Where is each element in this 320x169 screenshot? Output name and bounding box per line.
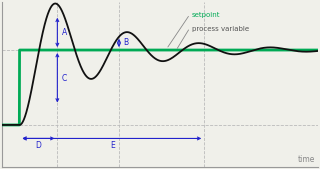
Text: B: B [123, 38, 128, 47]
Text: time: time [297, 155, 315, 164]
Text: D: D [36, 141, 41, 150]
Text: process variable: process variable [192, 26, 249, 32]
Text: E: E [110, 141, 115, 150]
Text: C: C [61, 74, 67, 83]
Text: setpoint: setpoint [192, 12, 220, 18]
Text: A: A [61, 28, 67, 37]
